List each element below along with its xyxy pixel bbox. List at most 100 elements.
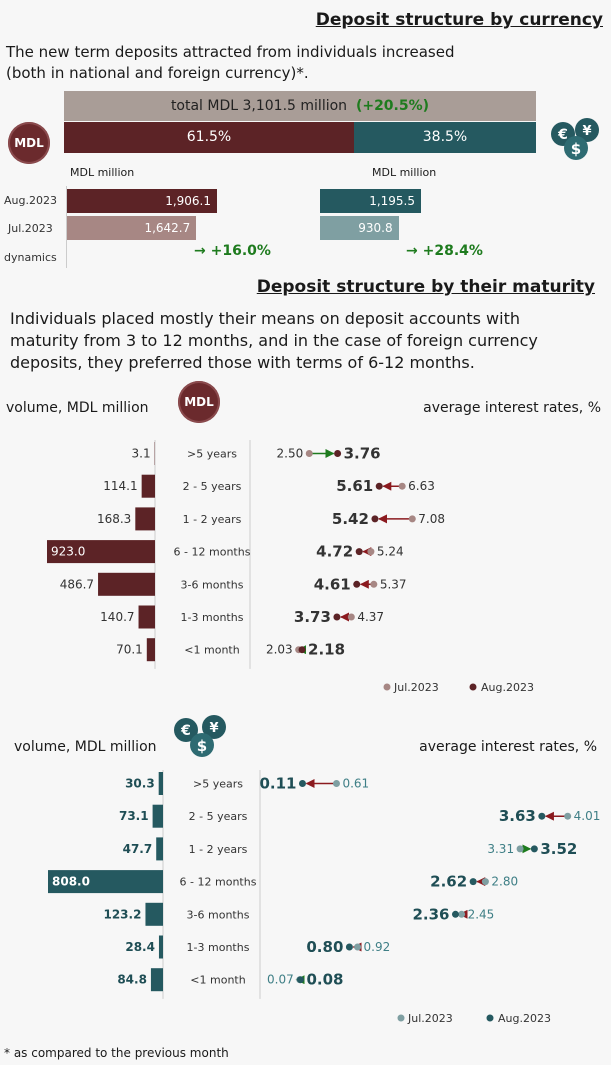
- rate-aug-label: 0.08: [306, 971, 343, 989]
- volume-label: 808.0: [52, 875, 90, 889]
- rate-jul-label: 0.07: [267, 973, 294, 987]
- rate-aug-dot: [296, 976, 304, 984]
- volume-label: 923.0: [51, 545, 85, 559]
- maturity-label: 2 - 5 years: [183, 480, 242, 493]
- fx-dynamics: → +28.4%: [406, 243, 483, 259]
- maturity-label: 1-3 months: [181, 611, 244, 624]
- maturity-label: >5 years: [193, 778, 243, 791]
- volume-bar: [141, 474, 155, 498]
- legend-jul-dot: [397, 1014, 405, 1022]
- fx-dynamics-value: +28.4%: [422, 243, 483, 259]
- volume-label: 3.1: [132, 447, 151, 461]
- maturity-label: 6 - 12 months: [180, 876, 257, 889]
- volume-label: 28.4: [125, 940, 155, 954]
- maturity-label: 3-6 months: [187, 908, 250, 921]
- fx-maturity-chart: 30.3 >5 years 0.61 0.11 73.1 2 - 5 years 4.01 3…: [48, 770, 601, 999]
- rate-jul-dot: [305, 450, 313, 457]
- volume-bar: [47, 540, 155, 564]
- rate-jul-dot: [370, 580, 378, 588]
- rate-aug-dot: [345, 943, 353, 951]
- mdl-coin-icon: MDL: [8, 122, 50, 164]
- rate-aug-label: 2.36: [412, 905, 449, 923]
- maturity-label: <1 month: [190, 974, 245, 987]
- volume-label: 123.2: [103, 907, 141, 921]
- fx-share-bar: 38.5%: [354, 122, 536, 153]
- currency-coins-icon: € ¥ $: [551, 118, 599, 160]
- total-label: total MDL 3,101.5 million: [170, 98, 348, 114]
- fx-rates-label: average interest rates, %: [419, 739, 597, 755]
- rate-jul-label: 4.01: [574, 809, 601, 823]
- row-label-dynamics: dynamics: [4, 251, 57, 264]
- rate-aug-dot: [371, 515, 379, 523]
- maturity-label: 1 - 2 years: [183, 513, 242, 526]
- mdl-dynamics-value: +16.0%: [210, 243, 271, 259]
- rate-aug-label: 4.61: [314, 575, 351, 593]
- rate-jul-dot: [354, 943, 362, 951]
- rate-jul-label: 2.50: [277, 447, 304, 461]
- svg-text:$: $: [571, 140, 581, 158]
- volume-bar: [156, 837, 163, 861]
- currency-axis-line: [66, 186, 67, 268]
- volume-bar: [145, 902, 163, 926]
- volume-label: 30.3: [125, 777, 155, 791]
- rate-jul-dot: [458, 910, 466, 918]
- arrow-right-icon: →: [194, 243, 211, 259]
- svg-text:¥: ¥: [209, 721, 218, 736]
- legend-jul-dot: [383, 683, 391, 691]
- volume-bar: [158, 772, 163, 795]
- volume-bar: [150, 968, 163, 992]
- maturity-label: 3-6 months: [181, 578, 244, 591]
- arrow-right-icon: →: [406, 243, 423, 259]
- volume-bar: [158, 935, 163, 959]
- rate-jul-dot: [398, 482, 406, 490]
- bar-mdl-jul: 1,642.7: [67, 216, 197, 240]
- fx-unit-label: MDL million: [372, 166, 437, 179]
- bar-mdl-aug: 1,906.1: [67, 189, 217, 213]
- rate-aug-label: 3.52: [540, 840, 577, 858]
- mdl-dynamics: → +16.0%: [194, 243, 271, 259]
- rate-aug-dot: [298, 780, 306, 787]
- legend-aug-label: Aug.2023: [498, 1012, 551, 1025]
- bar-fx-aug: 1,195.5: [320, 189, 421, 213]
- volume-bar: [135, 507, 155, 531]
- volume-label: 47.7: [123, 842, 153, 856]
- mdl-coin-icon: MDL: [178, 381, 220, 423]
- mdl-rates-label: average interest rates, %: [423, 400, 601, 416]
- currency-coins-icon: € ¥ $: [174, 715, 226, 757]
- rate-jul-label: 7.08: [418, 512, 445, 526]
- rate-aug-label: 3.63: [499, 807, 536, 825]
- mdl-share-bar: 61.5%: [64, 122, 354, 153]
- volume-bar: [138, 605, 155, 629]
- rate-aug-label: 5.42: [332, 510, 369, 528]
- svg-text:$: $: [197, 737, 207, 755]
- rate-aug-label: 4.72: [316, 543, 353, 561]
- legend-aug-dot: [486, 1014, 494, 1022]
- rate-aug-dot: [298, 646, 306, 654]
- rate-jul-dot: [332, 780, 340, 787]
- volume-bar: [152, 804, 163, 828]
- rate-jul-dot: [367, 548, 375, 556]
- rate-aug-label: 0.11: [259, 775, 296, 793]
- rate-jul-label: 2.03: [266, 643, 293, 657]
- volume-label: 114.1: [103, 479, 137, 493]
- legend-aug-dot: [469, 683, 477, 691]
- rate-aug-dot: [469, 878, 477, 886]
- rate-jul-label: 4.37: [357, 610, 384, 624]
- legend-aug-label: Aug.2023: [481, 681, 534, 694]
- rate-jul-dot: [481, 878, 489, 886]
- currency-intro: The new term deposits attracted from ind…: [6, 43, 455, 82]
- rate-aug-dot: [530, 845, 538, 853]
- rate-jul-label: 2.80: [491, 875, 518, 889]
- mdl-maturity-chart: 3.1 >5 years 2.50 3.76 114.1 2 - 5 years 6.63 5…: [47, 440, 445, 669]
- rate-jul-label: 6.63: [408, 479, 435, 493]
- fx-volume-label: volume, MDL million: [14, 739, 157, 755]
- volume-label: 84.8: [117, 973, 147, 987]
- maturity-intro: Individuals placed mostly their means on…: [10, 309, 538, 372]
- rate-aug-dot: [333, 613, 341, 621]
- rate-jul-label: 5.37: [380, 577, 407, 591]
- rate-aug-dot: [538, 812, 546, 820]
- rate-aug-dot: [355, 548, 363, 556]
- mdl-unit-label: MDL million: [70, 166, 135, 179]
- maturity-label: <1 month: [184, 644, 239, 657]
- maturity-label: 1-3 months: [187, 941, 250, 954]
